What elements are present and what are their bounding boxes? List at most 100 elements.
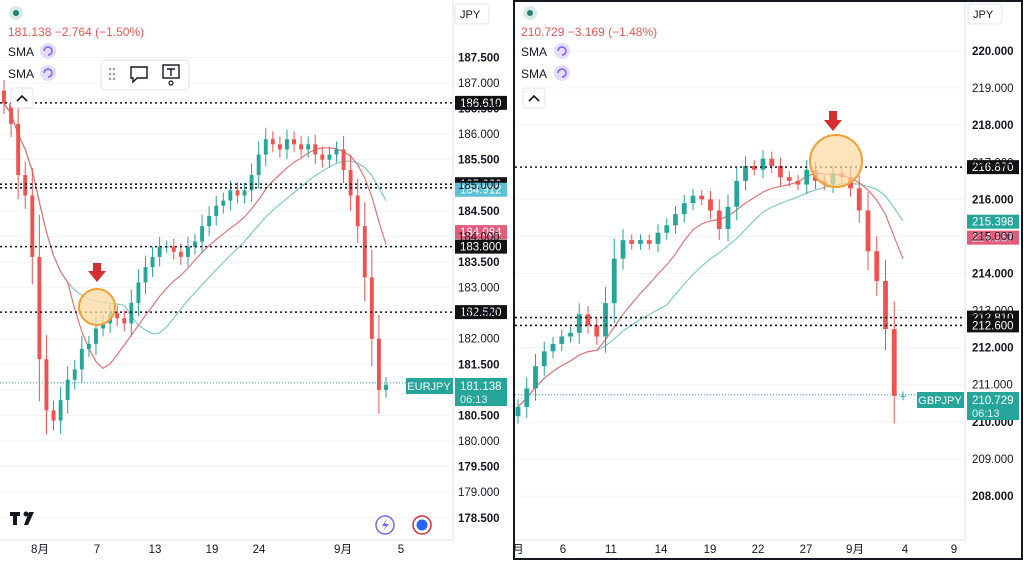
x-tick-label: 9月: [334, 544, 352, 556]
x-tick-label: 5: [398, 544, 404, 556]
candle-body: [327, 154, 332, 160]
candle-body: [235, 190, 240, 196]
candle-body: [79, 348, 84, 370]
y-tick-label: 180.500: [458, 410, 500, 422]
y-tick-label: 186.000: [458, 129, 500, 141]
y-tick-label: 179.500: [458, 462, 500, 474]
x-tick-label: 27: [800, 544, 813, 556]
candle-body: [585, 314, 591, 326]
y-tick-label: 181.500: [458, 359, 500, 371]
y-tick-label: 217.000: [972, 157, 1014, 169]
left-sma-2-refresh-icon[interactable]: [40, 65, 56, 81]
candle-body: [306, 144, 311, 150]
right-last-price: 210.729: [972, 395, 1014, 407]
candle-body: [856, 188, 862, 211]
y-tick-label: 184.000: [458, 231, 500, 243]
y-tick-label: 212.000: [972, 343, 1014, 355]
right-panel-frame: [513, 0, 1023, 560]
candle-body: [699, 195, 705, 200]
right-collapse-button[interactable]: [522, 87, 546, 109]
level-price-tag: [455, 95, 507, 110]
candle-body: [725, 206, 731, 230]
candle-body: [795, 180, 801, 185]
text-tool-icon[interactable]: [162, 64, 180, 86]
x-tick-label: 8月: [31, 544, 49, 556]
left-currency-selector[interactable]: [454, 3, 490, 25]
candle-body: [292, 139, 296, 145]
candle-body: [369, 277, 374, 339]
candle-body: [9, 103, 14, 124]
x-tick-label: 4: [902, 544, 909, 556]
right-currency-selector[interactable]: [967, 3, 1003, 25]
left-panel-background: [0, 0, 510, 561]
candle-body: [646, 240, 652, 244]
right-symbol-name: GBPJPY: [918, 395, 962, 407]
right-header: 210.729 −3.169 (−1.48%) SMA SMA: [521, 6, 657, 109]
x-tick-label: 6: [560, 544, 566, 556]
right-sma-2-refresh-icon[interactable]: [554, 65, 570, 81]
level-price-label: 216.870: [972, 162, 1014, 174]
y-tick-label: 178.500: [458, 513, 500, 525]
candle-body: [143, 267, 148, 283]
candle-body: [708, 199, 713, 211]
y-tick-label: 208.000: [972, 491, 1014, 503]
y-tick-label: 179.000: [458, 487, 500, 499]
y-tick-label: 183.500: [458, 257, 500, 269]
left-sma-label-1: SMA: [8, 45, 34, 59]
candle-body: [65, 379, 70, 401]
candle-body: [277, 144, 282, 150]
candle-body: [348, 169, 353, 196]
left-sma-1-refresh-icon[interactable]: [40, 43, 56, 59]
candle-body: [865, 210, 871, 252]
candle-body: [86, 343, 91, 349]
candle-body: [900, 395, 906, 397]
y-tick-label: 211.000: [972, 380, 1013, 392]
candle-body: [638, 240, 643, 244]
candle-body: [734, 180, 740, 207]
x-tick-label: 9: [951, 544, 957, 556]
y-tick-label: 182.500: [458, 308, 500, 320]
y-tick-label: 213.000: [972, 306, 1014, 318]
candle-body: [171, 246, 176, 252]
candle-body: [673, 214, 678, 226]
x-tick-label: 月: [512, 544, 524, 556]
left-collapse-button[interactable]: [10, 87, 34, 109]
candle-body: [804, 169, 810, 185]
candle-body: [716, 210, 722, 230]
right-symbol-tag: [917, 392, 964, 408]
candle-body: [515, 406, 521, 417]
left-horizontal-levels: 186.610185.020184.950184.912184.084183.8…: [0, 95, 507, 384]
left-highlight-circle: [78, 288, 116, 326]
candle-body: [122, 318, 127, 324]
candle-body: [620, 240, 626, 259]
candle-body: [285, 139, 289, 150]
level-price-tag: [455, 239, 507, 254]
y-tick-label: 185.000: [458, 180, 500, 192]
candle-body: [533, 366, 538, 389]
level-price-tag: [455, 225, 507, 240]
candle-body: [30, 195, 35, 257]
candle-body: [221, 200, 226, 206]
x-tick-label: 9月: [846, 544, 864, 556]
comment-icon[interactable]: [130, 66, 148, 84]
right-grid: [515, 50, 965, 497]
candle-body: [559, 336, 565, 344]
left-symbol-tag: [406, 378, 453, 394]
right-sma-1-refresh-icon[interactable]: [554, 43, 570, 59]
y-tick-label: 216.000: [972, 194, 1014, 206]
right-last-price-tag: [967, 392, 1019, 420]
drag-handle-icon[interactable]: [108, 67, 116, 81]
candle-body: [874, 251, 880, 281]
x-tick-label: 22: [752, 544, 765, 556]
y-tick-label: 187.500: [458, 52, 500, 64]
right-sma-label-2: SMA: [521, 67, 547, 81]
candle-body: [629, 240, 635, 244]
candle-body: [256, 154, 261, 176]
candle-body: [157, 246, 162, 257]
y-tick-label: 185.500: [458, 155, 500, 167]
right-currency-label: JPY: [973, 9, 994, 21]
tradingview-logo: [10, 511, 34, 525]
candle-body: [760, 158, 766, 170]
x-tick-label: 14: [655, 544, 668, 556]
